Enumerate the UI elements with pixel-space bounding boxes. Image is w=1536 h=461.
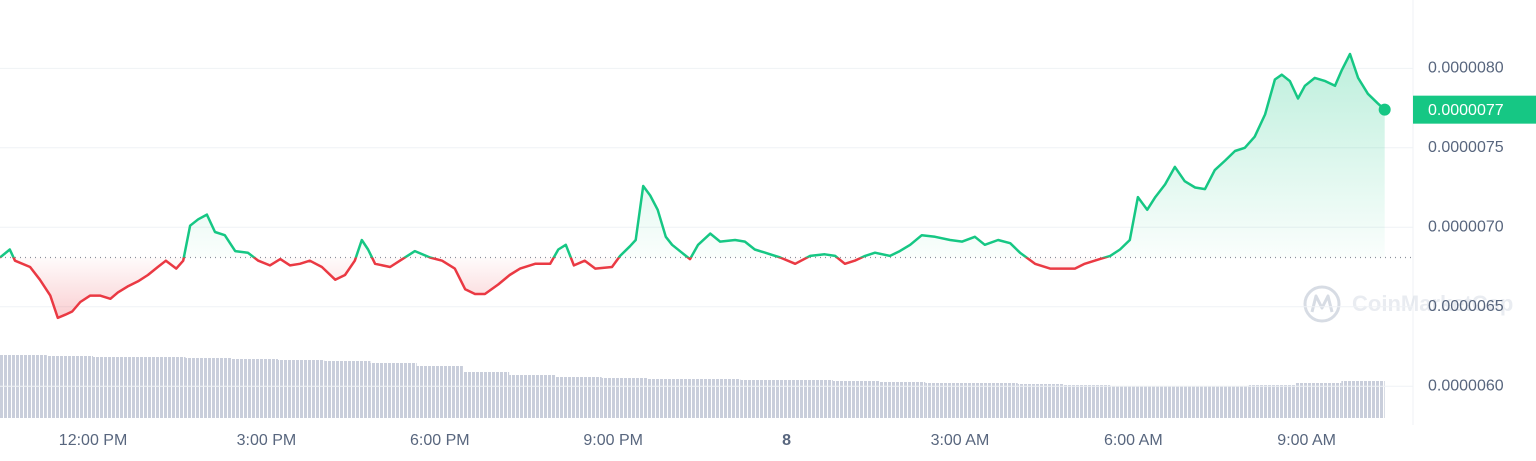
volume-bar [1202,386,1249,418]
y-tick-label: 0.0000060 [1428,377,1504,394]
volume-bar [509,375,556,418]
volume-bar [93,357,140,418]
volume-bar [185,358,232,418]
x-tick-label: 8 [782,432,791,449]
volume-bar [139,357,186,418]
volume-bar [555,377,602,418]
volume-bar [324,361,371,418]
volume-bar [694,379,741,418]
volume-bar [462,372,510,418]
volume-bar [1156,386,1203,418]
volume-bar [1063,385,1111,418]
watermark: CoinMarketCap [1352,291,1513,316]
y-tick-label: 0.0000075 [1428,139,1504,156]
watermark-logo [1303,285,1341,323]
volume-bar [370,363,417,418]
price-badge [1413,95,1536,124]
price-line [0,52,1386,320]
volume-bar [647,379,695,418]
volume-bar [832,381,880,418]
volume-bar [786,380,833,418]
last-point [1378,103,1391,116]
x-tick-label: 9:00 PM [583,432,643,449]
price-badge-label: 0.0000077 [1428,102,1504,119]
area [0,54,1385,318]
x-tick-label: 9:00 AM [1277,432,1336,449]
x-tick-label: 3:00 AM [931,432,990,449]
volume-bar [601,378,648,418]
y-tick-label: 0.0000070 [1428,218,1504,235]
volume-bar [1341,381,1385,418]
volume-bar [231,359,278,418]
volume-bar [879,382,926,418]
x-tick-label: 12:00 PM [59,432,127,449]
volume-bar [740,380,787,418]
volume-bar [971,383,1018,418]
watermark-logo-mark [1310,294,1334,313]
volume-bar [1248,385,1296,418]
volume-bar [416,366,463,418]
x-tick-label: 3:00 PM [237,432,297,449]
x-tick-label: 6:00 PM [410,432,470,449]
watermark-group: CoinMarketCap [1303,285,1513,323]
y-tick-label: 0.0000065 [1428,298,1504,315]
volume-bar [1110,386,1157,418]
volume-bar [46,356,94,418]
volume-bar [1017,384,1064,418]
x-tick-label: 6:00 AM [1104,432,1163,449]
volume-bar [925,383,972,418]
y-tick-label: 0.0000080 [1428,60,1504,77]
volume-bar [277,360,325,418]
volume-bar [1295,383,1342,418]
